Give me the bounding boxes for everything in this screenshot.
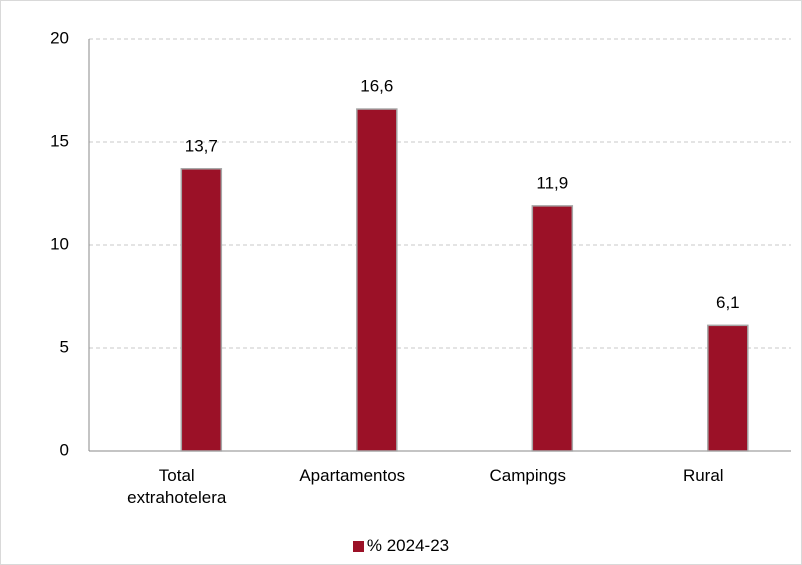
y-tick-label: 5 — [60, 337, 69, 356]
legend-label: % 2024-23 — [366, 536, 450, 555]
legend-swatch — [352, 541, 364, 552]
x-tick-label: Apartamentos — [299, 466, 406, 485]
data-label: 16,6 — [360, 77, 393, 96]
bar — [707, 324, 749, 452]
x-tick-label: Total extrahotelera — [127, 466, 227, 507]
x-tick-label: Rural — [682, 466, 724, 485]
y-tick-label: 10 — [50, 234, 69, 253]
y-tick-label: 0 — [60, 440, 69, 459]
y-tick-label: 15 — [50, 131, 69, 150]
data-label: 13,7 — [185, 136, 218, 155]
bar — [356, 108, 398, 452]
data-label: 11,9 — [536, 173, 568, 192]
legend: % 2024-23 — [1, 536, 801, 556]
bar — [180, 168, 223, 452]
x-tick-label: Campings — [489, 466, 567, 485]
bar — [531, 205, 574, 452]
data-label: 6,1 — [716, 293, 740, 312]
y-tick-label: 20 — [50, 28, 69, 47]
